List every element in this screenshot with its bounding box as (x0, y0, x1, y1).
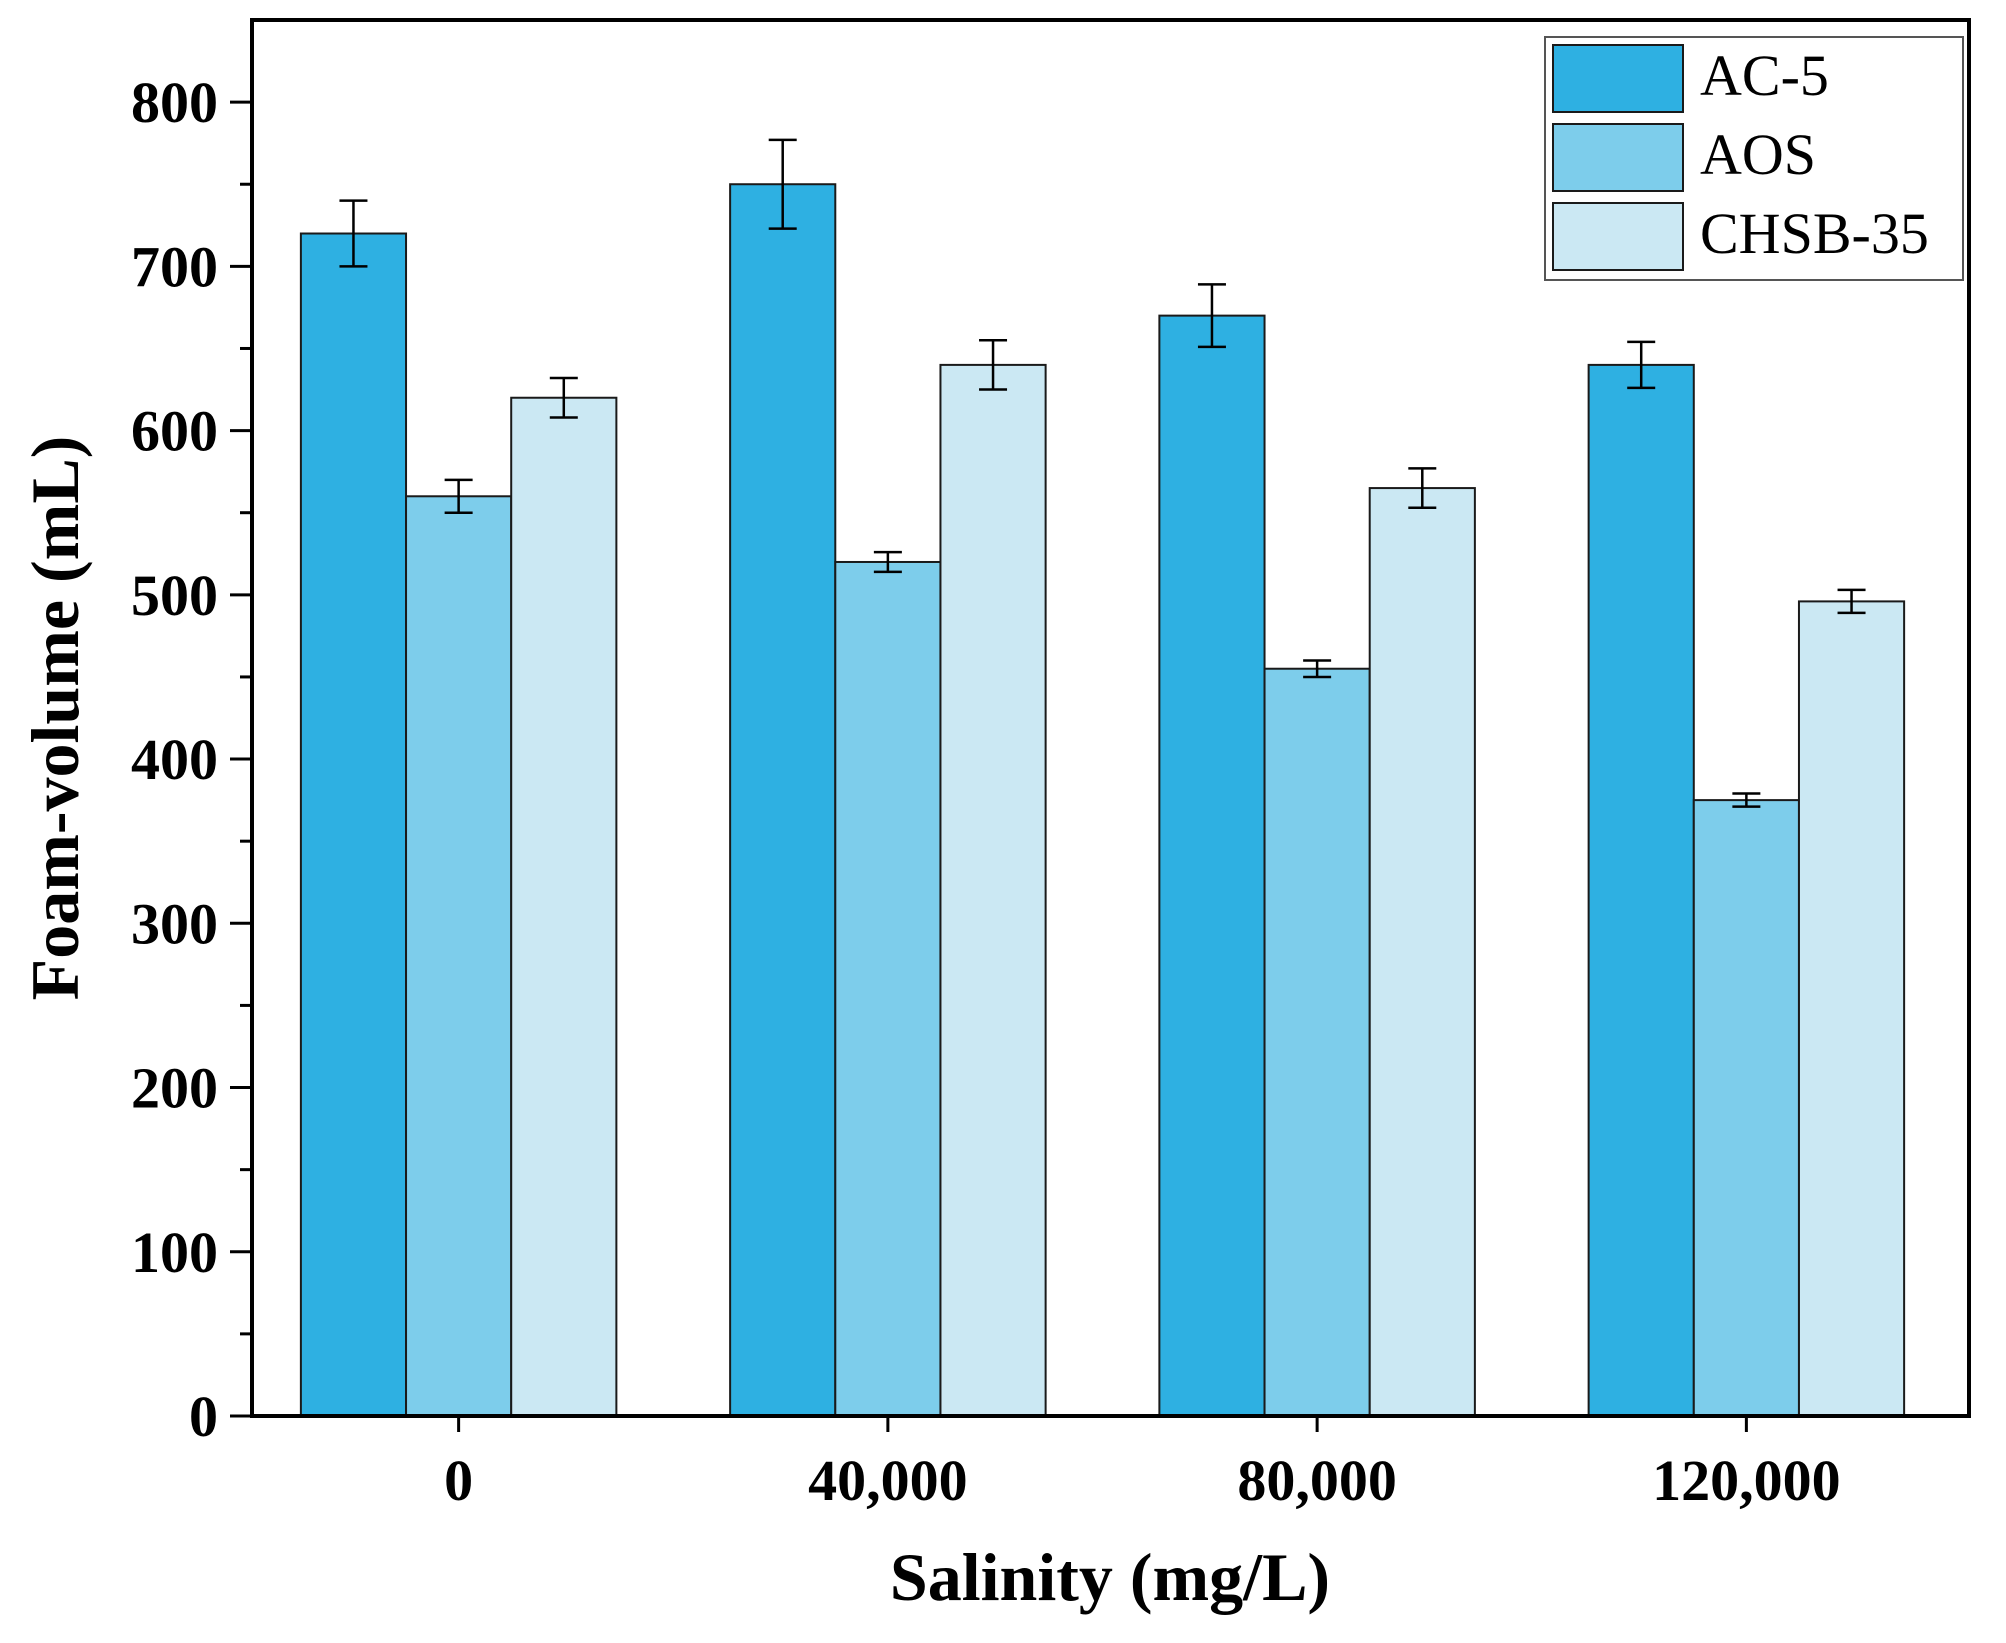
y-tick-label: 200 (131, 1056, 218, 1121)
legend: AC-5 AOS CHSB-35 (1544, 36, 1964, 281)
error-bar-chsb-35-1 (979, 339, 1008, 391)
legend-swatch-chsb-35 (1552, 202, 1684, 271)
y-tick-label: 400 (131, 727, 218, 792)
bar-aos-0 (405, 495, 513, 1417)
y-tick-label: 100 (131, 1220, 218, 1285)
bar-chsb-35-1 (939, 363, 1047, 1417)
bar-aos-3 (1692, 799, 1800, 1417)
y-tick-label: 800 (131, 70, 218, 135)
x-tick-label: 0 (444, 1448, 473, 1513)
bar-chsb-35-3 (1797, 600, 1906, 1417)
legend-label-aos: AOS (1700, 122, 1816, 187)
bar-ac-5-2 (1158, 314, 1266, 1417)
legend-label-ac-5: AC-5 (1700, 43, 1829, 108)
legend-label-chsb-35: CHSB-35 (1700, 201, 1929, 266)
plot-frame (250, 18, 1971, 1418)
error-bars-layer (339, 138, 1866, 808)
y-axis: 0 100 200 300 400 500 600 700 800 (131, 70, 252, 1449)
y-axis-title: Foam-volume (mL) (17, 436, 93, 1001)
legend-swatch-ac-5 (1552, 44, 1684, 113)
error-bar-aos-1 (873, 550, 902, 574)
error-bar-aos-3 (1732, 792, 1761, 808)
bar-ac-5-1 (729, 183, 837, 1417)
bar-aos-1 (834, 560, 942, 1417)
error-bar-chsb-35-2 (1408, 467, 1437, 510)
error-bar-aos-2 (1303, 659, 1332, 679)
x-axis-title: Salinity (mg/L) (890, 1539, 1330, 1615)
y-tick-label: 600 (131, 399, 218, 464)
error-bar-ac-5-1 (768, 138, 797, 230)
error-bar-chsb-35-3 (1837, 588, 1866, 615)
y-tick-label: 500 (131, 563, 218, 628)
x-axis: 0 40,000 80,000 120,000 (444, 1416, 1841, 1513)
x-tick-label: 80,000 (1237, 1448, 1397, 1513)
legend-swatch-aos (1552, 123, 1684, 192)
y-tick-label: 0 (189, 1384, 218, 1449)
bar-ac-5-0 (299, 232, 408, 1418)
y-tick-label: 300 (131, 891, 218, 956)
bars-layer (299, 183, 1906, 1418)
error-bar-ac-5-0 (339, 199, 368, 268)
bar-ac-5-3 (1587, 363, 1695, 1417)
error-bar-ac-5-2 (1197, 283, 1226, 349)
x-tick-label: 120,000 (1652, 1448, 1841, 1513)
bar-chsb-35-0 (510, 396, 618, 1418)
error-bar-aos-0 (444, 478, 473, 514)
error-bar-ac-5-3 (1627, 340, 1656, 390)
x-tick-label: 40,000 (808, 1448, 968, 1513)
error-bar-chsb-35-0 (549, 376, 578, 419)
bar-aos-2 (1263, 667, 1371, 1417)
y-tick-label: 700 (131, 234, 218, 299)
bar-chsb-35-2 (1368, 487, 1476, 1417)
